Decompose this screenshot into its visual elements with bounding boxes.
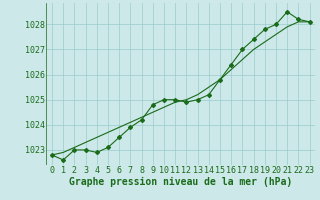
X-axis label: Graphe pression niveau de la mer (hPa): Graphe pression niveau de la mer (hPa) <box>69 177 292 187</box>
